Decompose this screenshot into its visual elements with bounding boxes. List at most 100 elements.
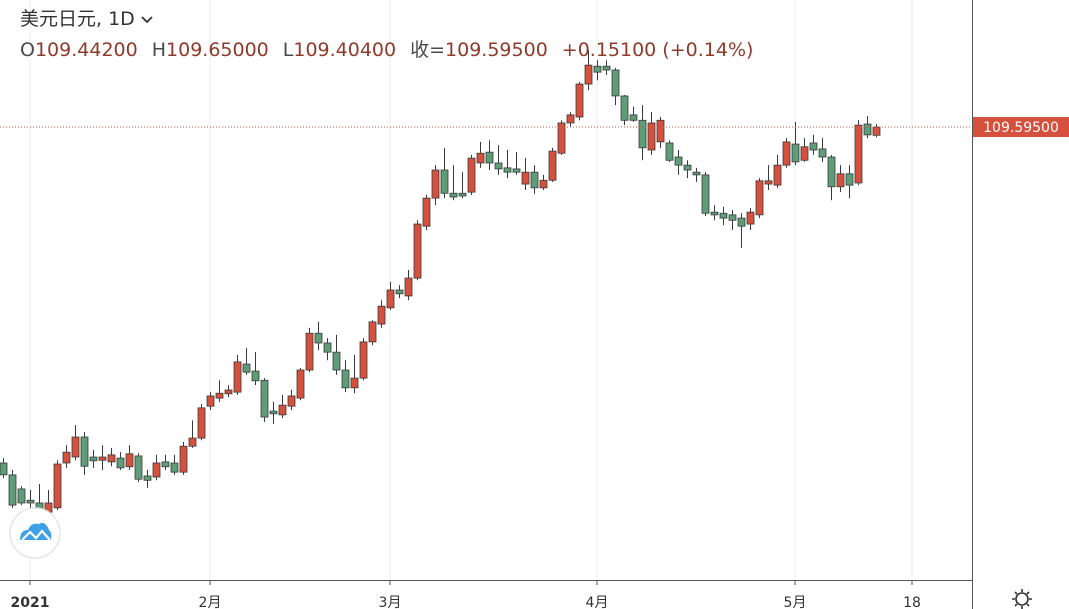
candle-body (413, 223, 422, 279)
candle-body (728, 214, 737, 221)
candle-body (566, 114, 575, 124)
candle-body (422, 197, 431, 227)
chevron[interactable] (141, 15, 153, 25)
legend-value: 109.40400 (293, 39, 397, 61)
candle-body (458, 192, 467, 197)
candle-body (224, 389, 233, 395)
candle-body (368, 321, 377, 343)
candle-body (296, 369, 305, 399)
candle-body (98, 456, 107, 461)
candle-body (107, 454, 116, 463)
legend-change: +0.15100 (+0.14%) (561, 39, 754, 61)
candle-body (395, 289, 404, 295)
settings-icon[interactable] (1012, 589, 1032, 609)
candle-body (188, 437, 197, 447)
candle-body (197, 407, 206, 439)
candle-body (503, 167, 512, 173)
legend-value: 109.65000 (166, 39, 269, 61)
candle-body (71, 436, 80, 458)
candle-body (512, 168, 521, 173)
candle-body (593, 65, 602, 73)
x-tick-label: 3月 (379, 595, 402, 609)
candle-body (278, 404, 287, 416)
candle-body (719, 212, 728, 219)
x-tick-label: 5月 (784, 595, 807, 609)
candle-body (656, 119, 665, 143)
grid (29, 0, 913, 580)
candle-body (233, 361, 242, 393)
candle-body (377, 305, 386, 325)
candle-body (476, 152, 485, 164)
candle-body (116, 457, 125, 469)
candle-body (548, 150, 557, 181)
candle-body (314, 332, 323, 344)
candle-body (683, 164, 692, 171)
candle-body (242, 363, 251, 373)
candle-body (260, 379, 269, 418)
candle-body (872, 126, 881, 136)
candle-body (359, 341, 368, 379)
candle-body (449, 192, 458, 198)
logo-wave (21, 529, 51, 541)
candle-body (494, 162, 503, 170)
candle-body (521, 171, 530, 185)
candle-body (764, 180, 773, 185)
candle-body (287, 395, 296, 407)
candle-body (62, 451, 71, 464)
candle-body (647, 122, 656, 151)
x-tick-label: 2021 (11, 595, 50, 609)
legend-value: 109.59500 (445, 39, 548, 61)
last-price-label: 109.59500 (983, 120, 1059, 136)
candle-body (305, 332, 314, 371)
title-row: 美元日元, 1D (20, 4, 767, 35)
candle-body (8, 474, 17, 506)
candle-body (782, 141, 791, 166)
candle-body (818, 148, 827, 158)
candle-body (440, 169, 449, 194)
candle-body (629, 114, 638, 121)
candle-body (404, 277, 413, 297)
candle-body (665, 142, 674, 161)
candle-body (89, 456, 98, 462)
candle-body (134, 455, 143, 480)
candle-body (809, 142, 818, 151)
candle-body (827, 156, 836, 188)
candle-body (152, 462, 161, 478)
candle-body (701, 174, 710, 214)
candle-body (710, 211, 719, 216)
candle-body (332, 351, 341, 371)
candle-body (539, 179, 548, 189)
candle-body (485, 151, 494, 164)
candle-body (611, 69, 620, 97)
candle-body (26, 499, 35, 504)
candle-body (125, 453, 134, 468)
candle-body (557, 122, 566, 154)
settings-ring[interactable] (1015, 592, 1029, 606)
candle-body (773, 164, 782, 186)
logo[interactable] (9, 507, 61, 559)
candle-body (0, 462, 8, 476)
legend-key: H (151, 39, 167, 61)
candle-body (836, 173, 845, 188)
ohlc-legend: O109.44200 H109.65000 L109.40400 收=109.5950… (20, 35, 767, 66)
candle-body (215, 392, 224, 399)
candle-body (386, 289, 395, 309)
candle-body (755, 180, 764, 216)
x-tick-label: 2月 (199, 595, 222, 609)
symbol-title[interactable]: 美元日元, 1D (20, 8, 135, 30)
candle-body (170, 462, 179, 473)
legend-key: O (20, 39, 35, 61)
candle-body (143, 475, 152, 481)
candle-body (323, 342, 332, 353)
candle-body (53, 463, 62, 509)
candle-body (179, 445, 188, 473)
candle-body (854, 124, 863, 184)
candles (0, 50, 881, 515)
legend-value: 109.44200 (34, 39, 138, 61)
candle-body (800, 146, 809, 161)
candle-body (530, 171, 539, 189)
candle-body (602, 65, 611, 71)
last-price-badge (973, 117, 1069, 138)
candle-body (269, 410, 278, 415)
